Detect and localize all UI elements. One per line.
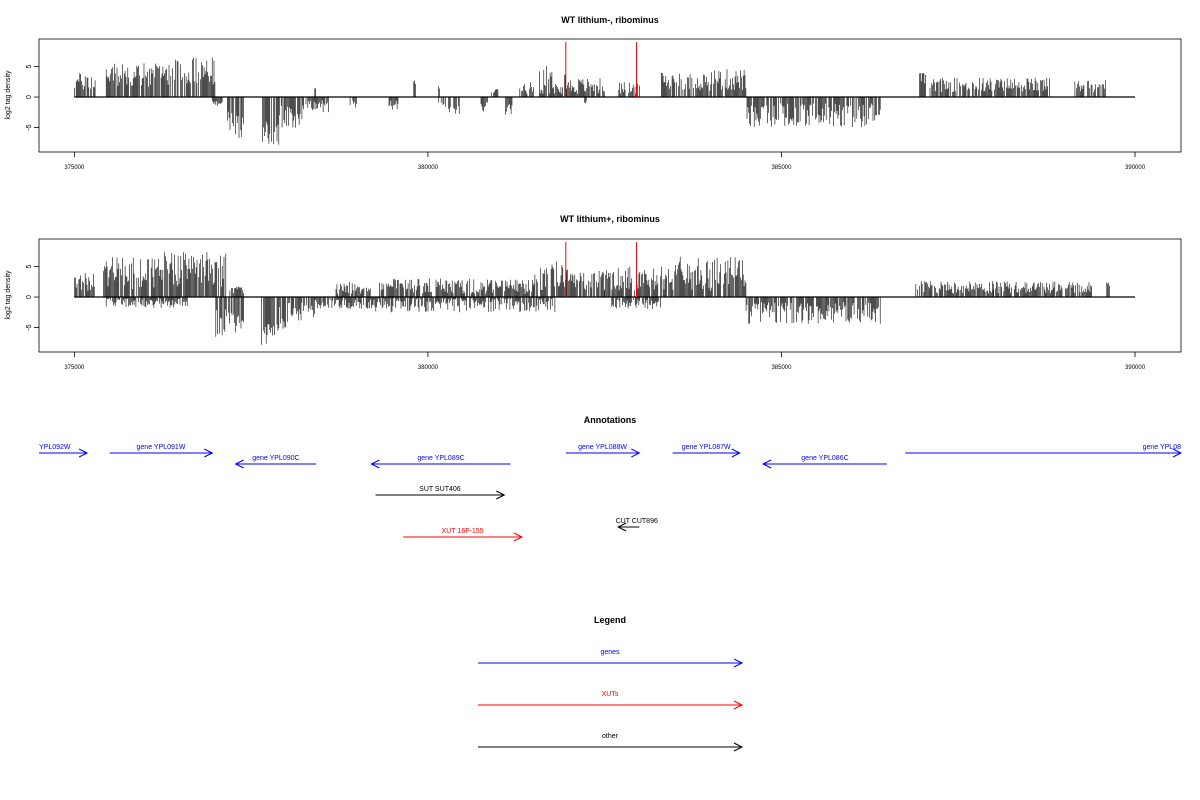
panel-lithium-minus: WT lithium-, ribominus log2 tag density … (5, 15, 1182, 171)
annotation-arrow (905, 448, 1183, 458)
legend-label: XUTs (602, 691, 619, 698)
legend-items: genes XUTs other (478, 649, 744, 752)
panel-lithium-plus: WT lithium+, ribominus log2 tag density … (5, 214, 1182, 371)
annotation-features: YPL092W gene YPL091W gene YPL090C gene YPL0… (39, 444, 1183, 542)
annotation-label: SUT SUT406 (419, 486, 461, 493)
legend: Legend genes XUTs other (478, 615, 744, 752)
plot-frame (38, 38, 1182, 153)
x-tick-label: 380000 (418, 365, 439, 371)
annotation-label: gene YPL091W (137, 444, 186, 451)
annotation-arrow (403, 532, 524, 542)
annotation-arrow (234, 459, 317, 469)
annotation-arrow (370, 459, 511, 469)
x-tick-label: 375000 (64, 365, 85, 371)
y-tick-label: -5 (26, 324, 33, 330)
annotations-track: Annotations YPL092W gene YPL091W gene YPL0… (39, 415, 1183, 542)
legend-title: Legend (594, 615, 626, 625)
annotation-arrow (565, 448, 641, 458)
legend-label: other (602, 733, 619, 740)
annotation-arrow (375, 490, 506, 500)
x-tick-label: 375000 (64, 165, 85, 171)
panel-lithium-minus-axes: -5 0 5 375000 380000 385000 390000 (26, 38, 1182, 171)
panel-lithium-minus-ylabel: log2 tag density (5, 70, 12, 120)
y-tick-label: 0 (26, 295, 33, 299)
legend-arrow (478, 742, 744, 752)
y-tick-label: -5 (26, 124, 33, 130)
annotation-arrow (39, 448, 89, 458)
plot-frame (38, 238, 1182, 353)
panel-lithium-minus-bars (74, 42, 1136, 145)
panel-lithium-plus-ylabel: log2 tag density (5, 270, 12, 320)
legend-arrow (478, 700, 744, 710)
x-tick-label: 380000 (418, 165, 439, 171)
x-tick-label: 385000 (771, 365, 792, 371)
annotation-label: gene YPL087W (682, 444, 731, 451)
legend-label: genes (600, 649, 620, 656)
y-tick-label: 5 (26, 64, 33, 68)
annotation-arrow (761, 459, 887, 469)
y-tick-label: 0 (26, 95, 33, 99)
annotation-label: gene YPL089C (417, 455, 464, 462)
annotation-label: gene YPL090C (252, 455, 299, 462)
legend-arrow (478, 658, 744, 668)
annotation-label: YPL092W (39, 444, 71, 451)
annotations-title: Annotations (584, 415, 637, 425)
annotation-arrow (617, 522, 640, 532)
annotation-label: gene YPL08 (1143, 444, 1182, 451)
panel-lithium-minus-title: WT lithium-, ribominus (561, 15, 659, 25)
annotation-label: gene YPL088W (578, 444, 627, 451)
y-tick-label: 5 (26, 264, 33, 268)
x-tick-label: 385000 (771, 165, 792, 171)
annotation-label: CUT CUT896 (616, 518, 658, 525)
annotation-label: gene YPL086C (801, 455, 848, 462)
annotation-arrow (672, 448, 741, 458)
annotation-label: XUT 16F-155 (442, 528, 484, 535)
panel-lithium-plus-axes: -5 0 5 375000 380000 385000 390000 (26, 238, 1182, 371)
panel-lithium-plus-title: WT lithium+, ribominus (560, 214, 660, 224)
panel-lithium-plus-bars (74, 242, 1136, 345)
annotation-arrow (109, 448, 214, 458)
x-tick-label: 390000 (1125, 365, 1146, 371)
x-tick-label: 390000 (1125, 165, 1146, 171)
